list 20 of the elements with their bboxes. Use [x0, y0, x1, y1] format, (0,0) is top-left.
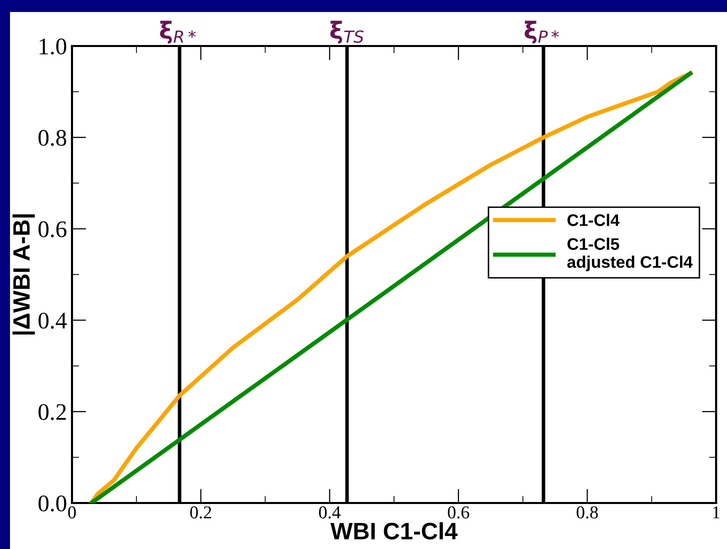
x-tick-label: 0.8	[576, 506, 598, 519]
x-tick-label: 0.4	[319, 506, 341, 519]
ref-line-label: ξ$_{P*}$	[524, 20, 559, 44]
x-axis-title: WBI C1-Cl4	[330, 522, 458, 540]
y-tick-label: 1.0	[40, 38, 66, 55]
legend-label: C1-Cl4	[568, 214, 620, 226]
legend-label: C1-Cl5 adjusted C1-Cl4	[567, 238, 693, 272]
ref-line-label: ξ$_{TS}$	[330, 20, 364, 44]
y-axis-title: |ΔWBI A-B|	[12, 214, 35, 335]
x-tick-label: 0.2	[190, 506, 212, 519]
y-tick-label: 0.0	[38, 495, 66, 512]
y-tick-label: 0.2	[38, 404, 66, 420]
x-tick-label: 0	[68, 506, 76, 518]
y-tick-label: 0.8	[38, 130, 66, 146]
x-tick-label: 1	[713, 506, 720, 518]
x-tick-label: 0.6	[448, 506, 470, 519]
line-series	[89, 71, 692, 503]
y-tick-label: 0.6	[38, 221, 66, 238]
ref-line-label: ξ$_{R*}$	[160, 20, 196, 44]
y-tick-label: 0.4	[38, 312, 67, 329]
